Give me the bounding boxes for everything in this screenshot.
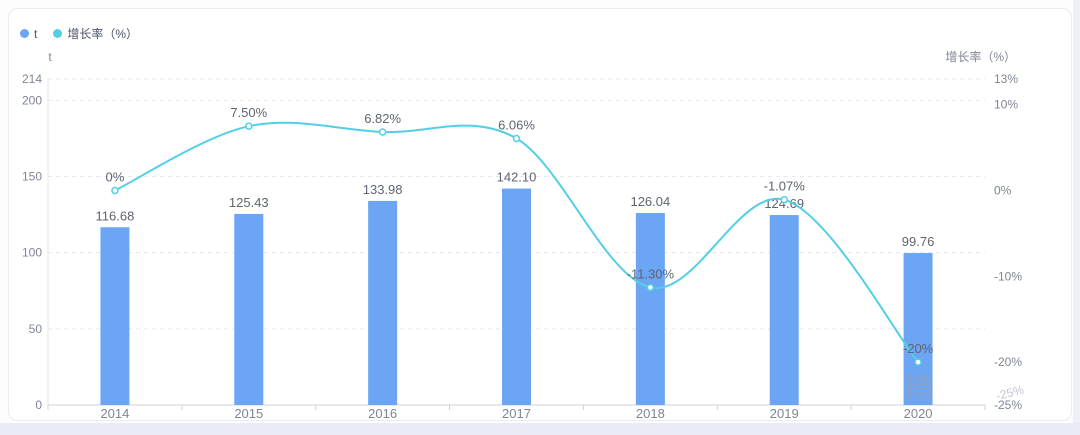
- bar-2014[interactable]: [100, 227, 130, 405]
- x-axis-label-2019: 2019: [770, 406, 799, 421]
- bar-label-2015: 125.43: [229, 195, 269, 210]
- x-axis-label-2016: 2016: [368, 406, 397, 421]
- bar-2019[interactable]: [769, 215, 799, 405]
- x-axis-label-2014: 2014: [100, 406, 129, 421]
- legend-label-growth-rate: 增长率（%）: [67, 27, 139, 41]
- legend-item-t[interactable]: t: [20, 27, 37, 41]
- legend: t 增长率（%）: [20, 25, 138, 42]
- bar-label-2020: 99.76: [902, 234, 935, 249]
- line-point-2018[interactable]: [646, 283, 655, 292]
- legend-dot-line-series-icon: [53, 29, 63, 38]
- line-point-2015[interactable]: [245, 122, 253, 130]
- legend-dot-bar-series-icon: [20, 29, 29, 38]
- right-axis-tick-label: 10%: [994, 98, 1018, 112]
- line-point-2020[interactable]: [914, 358, 922, 366]
- page-background-strip-right: [1073, 0, 1080, 423]
- line-label-2017: 6.06%: [498, 118, 535, 133]
- bar-2016[interactable]: [368, 200, 398, 405]
- x-axis-label-2015: 2015: [234, 406, 263, 421]
- right-axis-tick-label: -10%: [994, 269, 1022, 283]
- x-axis-label-2018: 2018: [636, 406, 665, 421]
- bar-label-2017: 142.10: [497, 170, 537, 185]
- line-label-2016: 6.82%: [364, 111, 401, 126]
- line-label-2018: -11.30%: [627, 266, 675, 281]
- legend-item-growth-rate[interactable]: 增长率（%）: [53, 25, 138, 42]
- left-axis-tick-label: 214: [22, 72, 42, 86]
- x-axis-label-2017: 2017: [502, 406, 531, 421]
- right-axis-tick-label: -25%: [994, 398, 1022, 412]
- line-point-2017[interactable]: [512, 134, 521, 143]
- bar-2017[interactable]: [502, 188, 531, 405]
- bar-label-2014: 116.68: [96, 208, 135, 223]
- bar-label-2018: 126.04: [630, 194, 670, 209]
- line-point-2016[interactable]: [378, 128, 387, 136]
- chart-card: [8, 8, 1072, 421]
- line-label-2019: -1.07%: [764, 179, 806, 194]
- right-axis-tick-label: -20%: [994, 355, 1022, 369]
- line-point-2019[interactable]: [780, 195, 788, 204]
- right-axis-tick-label: 13%: [994, 72, 1018, 86]
- right-axis-tick-label: 0%: [994, 184, 1012, 198]
- x-axis-label-2020: 2020: [904, 406, 933, 421]
- legend-label-t: t: [34, 26, 38, 41]
- left-axis-tick-label: 0: [35, 398, 42, 412]
- overlapping-label-artifact: -25%: [995, 383, 1026, 403]
- watermark-glyph: 精: [904, 373, 934, 406]
- line-label-2015: 7.50%: [230, 105, 267, 120]
- left-axis-tick-label: 100: [22, 246, 42, 260]
- line-label-2020: -20%: [903, 341, 934, 356]
- bar-label-2016: 133.98: [363, 182, 403, 197]
- bar-2020[interactable]: [903, 253, 933, 405]
- line-label-2014: 0%: [106, 170, 125, 185]
- bar-2015[interactable]: [234, 213, 264, 405]
- bar-2018[interactable]: [635, 212, 665, 405]
- page-background-strip-bottom: [0, 423, 1080, 435]
- left-axis-tick-label: 200: [22, 93, 42, 107]
- right-axis-title: 增长率（%）: [945, 49, 1016, 64]
- left-axis-title: t: [48, 50, 52, 64]
- left-axis-tick-label: 50: [29, 322, 43, 336]
- line-point-2014[interactable]: [111, 186, 119, 195]
- left-axis-tick-label: 150: [22, 169, 42, 183]
